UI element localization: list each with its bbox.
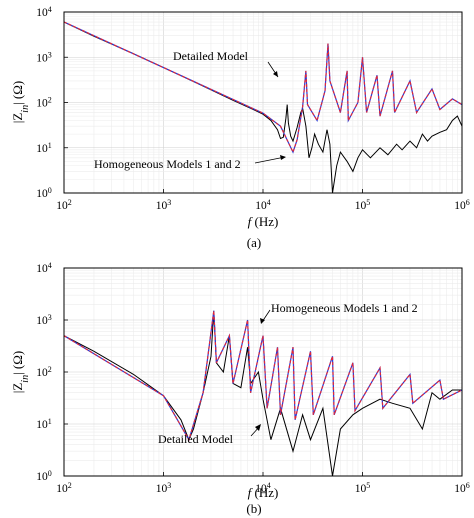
y-tick-label-a: 104 [36, 5, 52, 20]
x-tick-label-a: 106 [454, 198, 470, 213]
y-tick-label-a: 100 [36, 186, 52, 201]
series-lines-a [63, 21, 463, 194]
y-tick-label-b: 102 [36, 365, 52, 380]
y-tick-label-a: 103 [36, 50, 52, 65]
y-tick-label-b: 104 [36, 261, 52, 276]
series-line-detailed-model-a [63, 21, 463, 194]
annotation-homogeneous-a: Homogeneous Models 1 and 2 [94, 157, 241, 171]
y-tick-label-b: 100 [36, 469, 52, 484]
annotation-arrow-homogeneous-a [254, 156, 286, 164]
y-tick-label-b: 101 [36, 417, 52, 432]
arrowhead-homogeneous-b [260, 318, 265, 324]
ylabel-b: |Zin| (Ω) [10, 351, 31, 394]
panel-label-a: (a) [247, 235, 261, 250]
x-tick-label-b: 105 [355, 481, 371, 496]
series-line-homogeneous-2-a [63, 21, 463, 154]
arrowhead-detailed-b [255, 424, 261, 431]
y-tick-label-a: 101 [36, 140, 52, 155]
series-lines-b [63, 310, 463, 477]
xlabel-b: f (Hz) [248, 485, 279, 500]
x-tick-label-b: 102 [56, 481, 72, 496]
arrowhead-detailed-a [273, 71, 278, 77]
grid-b [64, 268, 462, 476]
grid-a [64, 12, 462, 193]
x-tick-label-b: 106 [454, 481, 470, 496]
x-tick-label-a: 104 [255, 198, 271, 213]
xlabel-a: f (Hz) [248, 214, 279, 229]
y-tick-label-a: 102 [36, 95, 52, 110]
series-line-homogeneous-2-b [63, 310, 463, 442]
arrowhead-homogeneous-a [280, 155, 286, 160]
y-tick-label-b: 103 [36, 313, 52, 328]
x-tick-label-a: 105 [355, 198, 371, 213]
annotation-detailed-model-a: Detailed Model [173, 49, 249, 63]
annotation-homogeneous-b: Homogeneous Models 1 and 2 [271, 301, 418, 315]
panel-a: 102 103 104 105 106 100 101 102 103 104 |Zin| (Ω)… [10, 5, 470, 251]
x-tick-label-a: 102 [56, 198, 72, 213]
x-tick-label-a: 103 [156, 198, 172, 213]
ylabel-a: |Zin| (Ω) [10, 81, 31, 124]
panel-label-b: (b) [246, 501, 261, 516]
x-tick-label-b: 103 [156, 481, 172, 496]
annotation-detailed-model-b: Detailed Model [158, 432, 234, 446]
series-line-detailed-model-b [63, 310, 462, 477]
